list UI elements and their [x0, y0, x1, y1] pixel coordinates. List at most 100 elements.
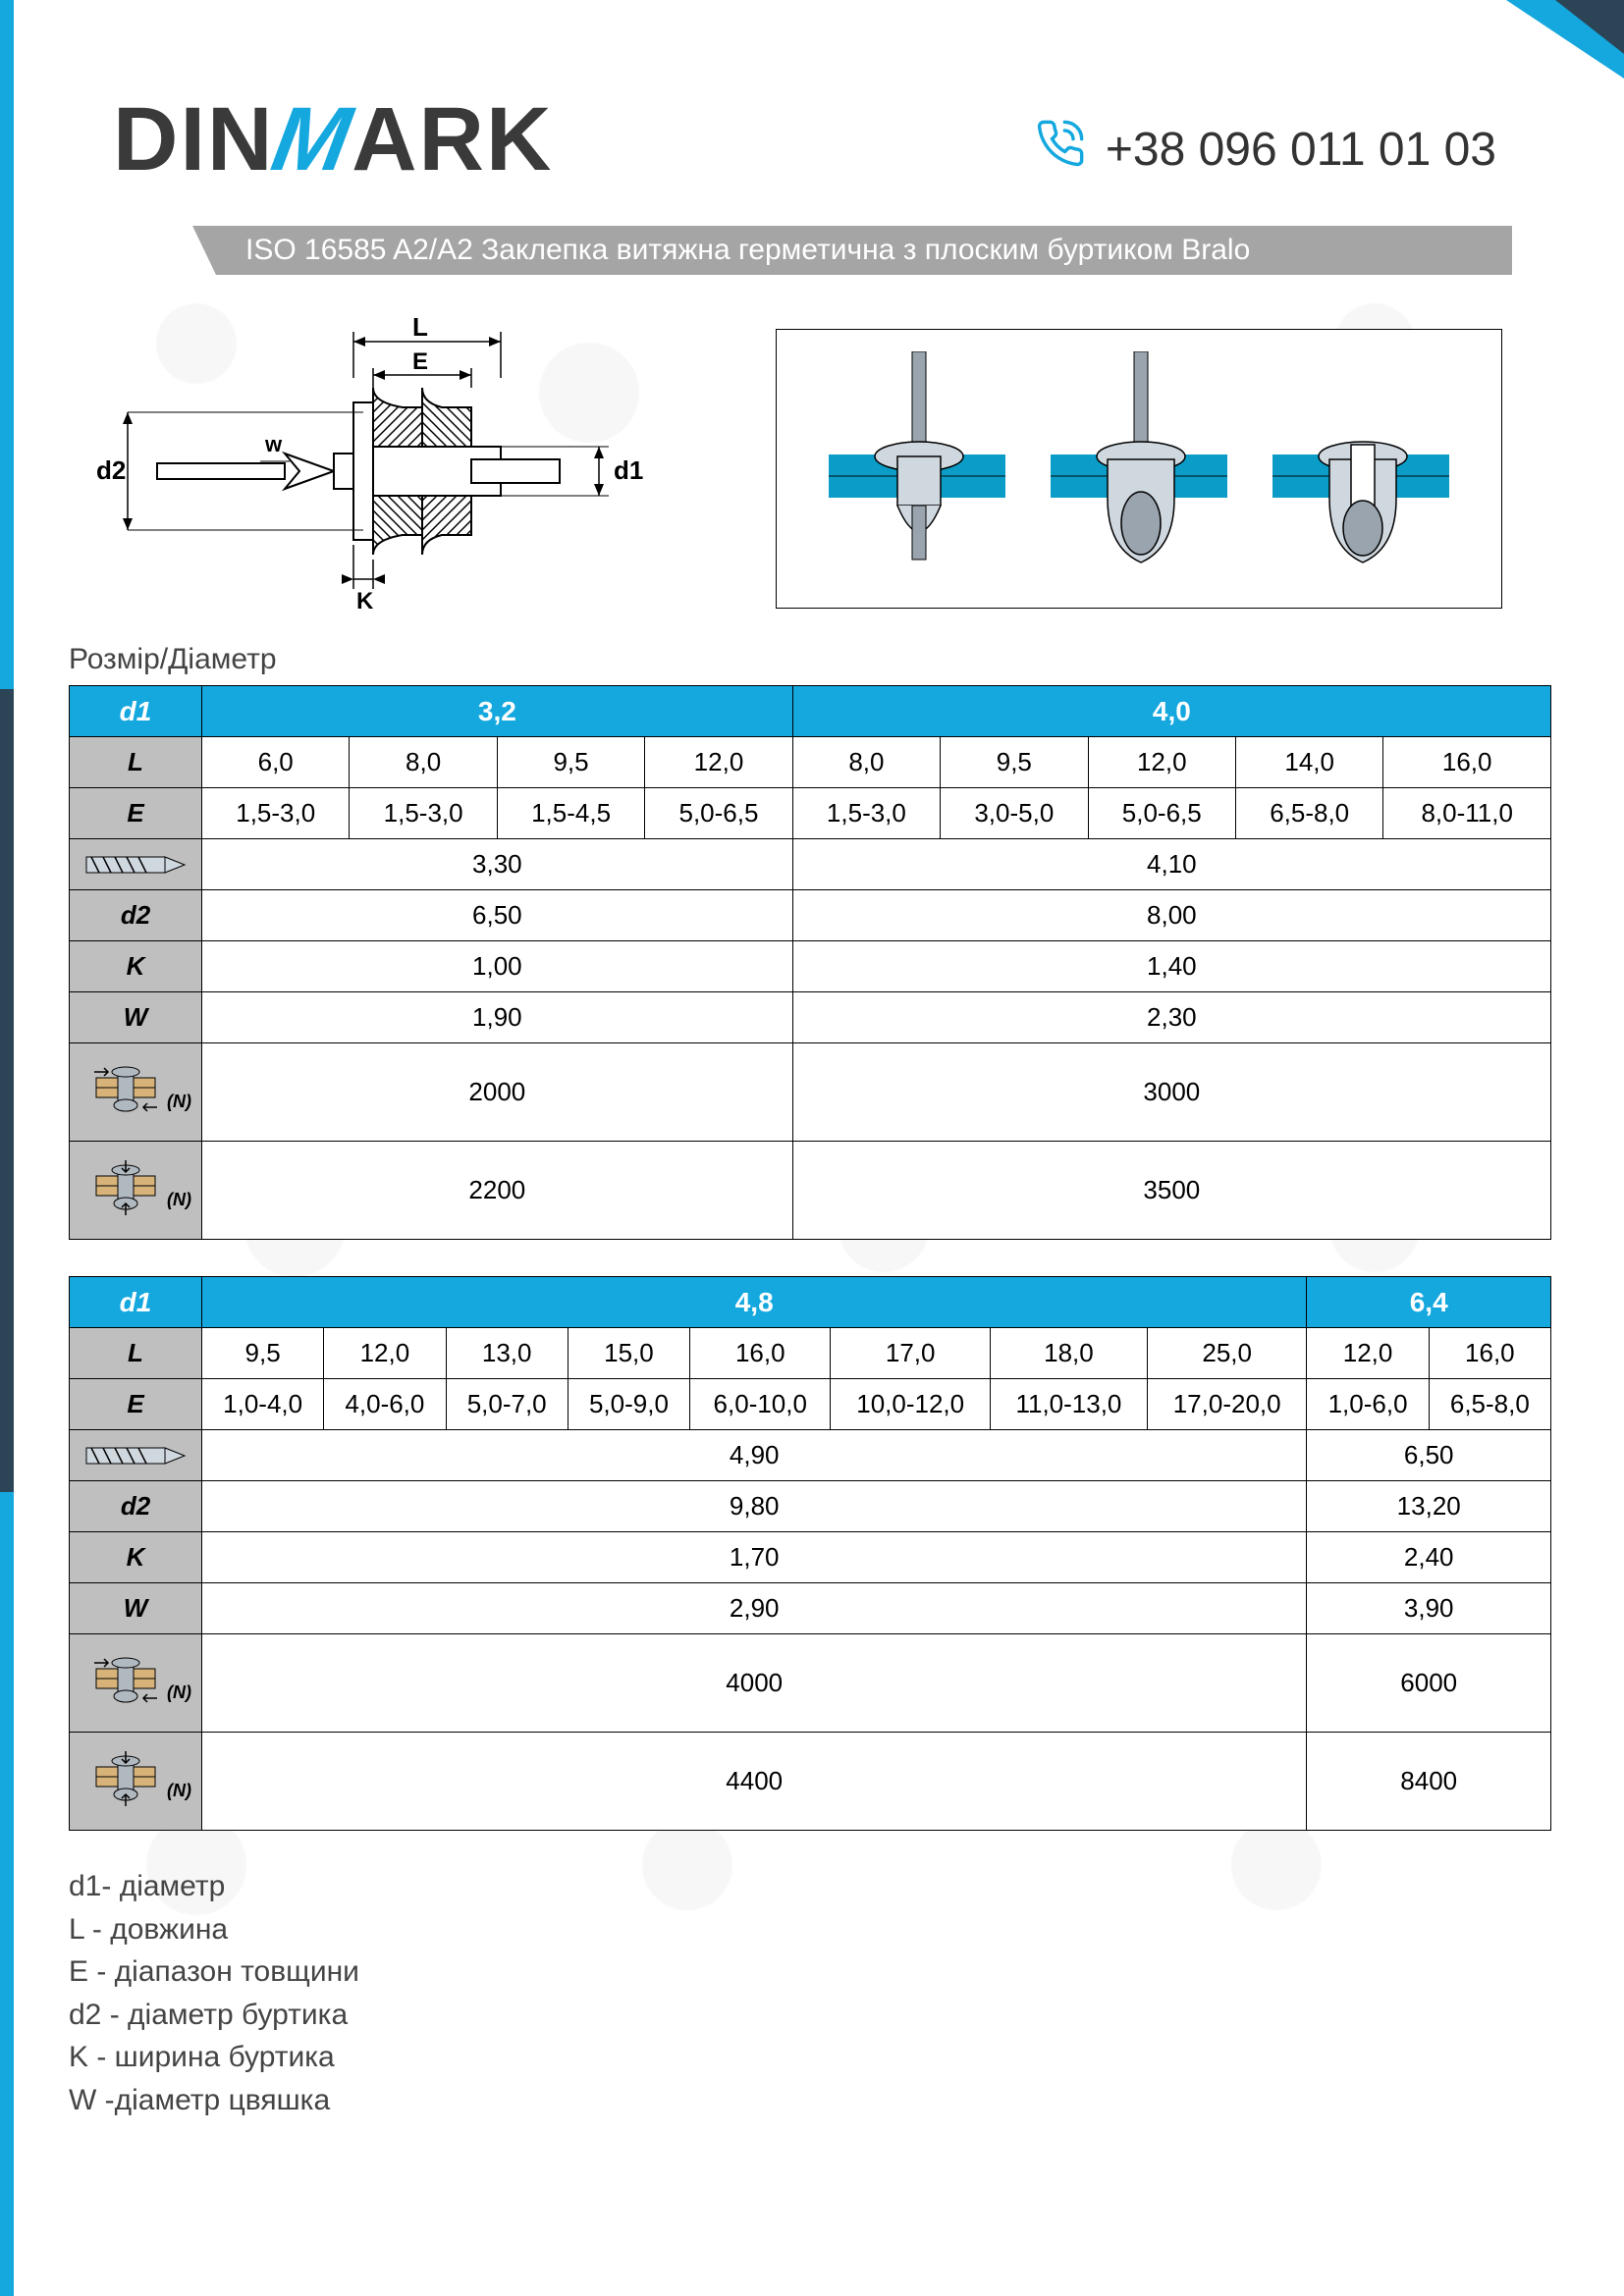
shear-force-icon: (N) [70, 1043, 202, 1142]
cell-L: 13,0 [446, 1328, 568, 1379]
legend-line: d2 - діаметр буртика [69, 1994, 359, 2037]
d1-group: 4,8 [202, 1277, 1307, 1328]
cell-E: 5,0-6,5 [645, 788, 792, 839]
svg-text:(N): (N) [167, 1190, 191, 1209]
cell-E: 1,5-3,0 [792, 788, 940, 839]
cell-L: 9,5 [497, 737, 644, 788]
cell-tensile: 3500 [792, 1142, 1550, 1240]
row-header-E: E [70, 1379, 202, 1430]
cell-E: 1,5-4,5 [497, 788, 644, 839]
svg-text:(N): (N) [167, 1682, 191, 1702]
logo-part2: M [265, 88, 360, 191]
d1-group: 4,0 [792, 686, 1550, 737]
legend: d1- діаметр L - довжина E - діапазон тов… [69, 1865, 359, 2121]
row-header-K: K [70, 941, 202, 992]
cell-E: 5,0-6,5 [1088, 788, 1235, 839]
cell-drill: 4,90 [202, 1430, 1307, 1481]
cell-shear: 6000 [1307, 1634, 1551, 1733]
product-title-bar: ISO 16585 A2/A2 Заклепка витяжна гермети… [216, 226, 1512, 275]
cell-W: 2,90 [202, 1583, 1307, 1634]
cell-E: 6,5-8,0 [1429, 1379, 1550, 1430]
rivet-illustration-2 [1051, 351, 1227, 587]
cell-tensile: 2200 [202, 1142, 793, 1240]
drill-icon [70, 839, 202, 890]
cell-E: 1,5-3,0 [202, 788, 350, 839]
spec-table-1: d13,24,0L6,08,09,512,08,09,512,014,016,0… [69, 685, 1551, 1240]
logo-part3: ARK [352, 89, 553, 189]
cell-E: 1,0-4,0 [202, 1379, 324, 1430]
cell-L: 16,0 [1429, 1328, 1550, 1379]
row-header-d2: d2 [70, 890, 202, 941]
row-header-E: E [70, 788, 202, 839]
cell-L: 16,0 [690, 1328, 831, 1379]
cell-L: 16,0 [1383, 737, 1551, 788]
phone-number: +38 096 011 01 03 [1106, 123, 1496, 177]
row-header-L: L [70, 1328, 202, 1379]
cell-E: 4,0-6,0 [324, 1379, 446, 1430]
row-header-d1: d1 [70, 686, 202, 737]
row-header-W: W [70, 1583, 202, 1634]
d1-group: 6,4 [1307, 1277, 1551, 1328]
cell-drill: 3,30 [202, 839, 793, 890]
cell-W: 3,90 [1307, 1583, 1551, 1634]
cell-E: 1,0-6,0 [1307, 1379, 1429, 1430]
cell-E: 5,0-9,0 [568, 1379, 689, 1430]
cell-L: 18,0 [990, 1328, 1147, 1379]
header-decor [0, 0, 1624, 79]
cell-d2: 8,00 [792, 890, 1550, 941]
cell-K: 1,40 [792, 941, 1550, 992]
label-d2: d2 [96, 455, 126, 485]
cell-d2: 13,20 [1307, 1481, 1551, 1532]
label-w: w [264, 432, 283, 456]
size-label: Розмір/Діаметр [69, 643, 277, 676]
cell-L: 8,0 [792, 737, 940, 788]
rivet-illustration-1 [829, 351, 1005, 587]
cell-L: 9,5 [941, 737, 1088, 788]
cell-tensile: 4400 [202, 1733, 1307, 1831]
cell-E: 3,0-5,0 [941, 788, 1088, 839]
cell-L: 12,0 [645, 737, 792, 788]
cell-E: 1,5-3,0 [350, 788, 497, 839]
logo-part1: DIN [113, 89, 274, 189]
cell-E: 8,0-11,0 [1383, 788, 1551, 839]
cell-K: 1,00 [202, 941, 793, 992]
cell-d2: 9,80 [202, 1481, 1307, 1532]
cell-L: 15,0 [568, 1328, 689, 1379]
cell-L: 12,0 [324, 1328, 446, 1379]
tensile-force-icon: (N) [70, 1733, 202, 1831]
cell-E: 17,0-20,0 [1147, 1379, 1307, 1430]
row-header-d1: d1 [70, 1277, 202, 1328]
drill-icon [70, 1430, 202, 1481]
cell-shear: 2000 [202, 1043, 793, 1142]
cell-drill: 4,10 [792, 839, 1550, 890]
cell-L: 6,0 [202, 737, 350, 788]
cell-L: 9,5 [202, 1328, 324, 1379]
phone-icon [1035, 118, 1086, 182]
label-K: K [356, 588, 374, 614]
rivet-illustrations [776, 329, 1502, 609]
legend-line: K - ширина буртика [69, 2036, 359, 2079]
cell-E: 6,5-8,0 [1235, 788, 1382, 839]
cell-drill: 6,50 [1307, 1430, 1551, 1481]
cell-d2: 6,50 [202, 890, 793, 941]
cell-E: 5,0-7,0 [446, 1379, 568, 1430]
row-header-W: W [70, 992, 202, 1043]
cell-L: 12,0 [1088, 737, 1235, 788]
legend-line: L - довжина [69, 1908, 359, 1951]
technical-diagram: L E [79, 314, 668, 628]
logo: DINMARK [113, 88, 553, 191]
row-header-K: K [70, 1532, 202, 1583]
row-header-L: L [70, 737, 202, 788]
cell-L: 12,0 [1307, 1328, 1429, 1379]
svg-text:(N): (N) [167, 1092, 191, 1111]
cell-shear: 4000 [202, 1634, 1307, 1733]
row-header-d2: d2 [70, 1481, 202, 1532]
cell-shear: 3000 [792, 1043, 1550, 1142]
cell-L: 25,0 [1147, 1328, 1307, 1379]
cell-E: 6,0-10,0 [690, 1379, 831, 1430]
label-d1: d1 [614, 455, 643, 485]
spec-table-2: d14,86,4L9,512,013,015,016,017,018,025,0… [69, 1276, 1551, 1831]
cell-L: 8,0 [350, 737, 497, 788]
label-L: L [412, 314, 428, 342]
legend-line: W -діаметр цвяшка [69, 2079, 359, 2122]
